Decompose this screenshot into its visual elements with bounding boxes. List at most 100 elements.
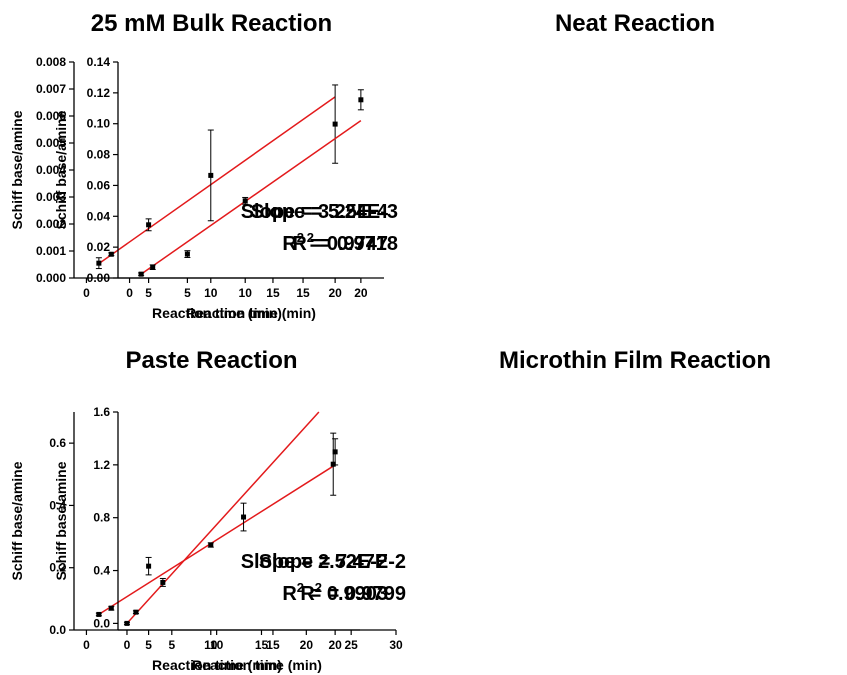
x-tick-label: 0: [83, 286, 90, 300]
x-axis-label: Reaction time (min): [192, 657, 322, 673]
y-axis-label: Schiff base/amine: [53, 110, 69, 229]
r2-annotation: R2 = 0.9799: [300, 580, 406, 605]
y-tick-label: 0.004: [36, 163, 66, 177]
slope-annotation: Slope = 2.52E-2: [241, 551, 388, 573]
data-point: [146, 222, 152, 228]
y-tick-label: 1.2: [93, 458, 110, 472]
data-point: [332, 121, 338, 127]
y-tick-label: 0.02: [87, 240, 111, 254]
data-point: [160, 579, 166, 585]
y-tick-label: 0.001: [36, 244, 66, 258]
chart-title: 25 mM Bulk Reaction: [90, 10, 333, 37]
y-tick-label: 0.00: [87, 271, 111, 285]
x-tick-label: 20: [354, 286, 368, 300]
y-tick-label: 0.0: [49, 623, 66, 637]
data-point: [108, 605, 114, 611]
data-point: [332, 449, 338, 455]
y-tick-label: 0.8: [93, 511, 110, 525]
y-tick-label: 0.4: [93, 564, 110, 578]
y-tick-label: 0.10: [87, 117, 111, 131]
x-tick-label: 30: [389, 638, 403, 652]
x-tick-label: 15: [266, 638, 280, 652]
x-tick-label: 5: [168, 638, 175, 652]
x-tick-label: 0: [126, 286, 133, 300]
x-axis-label: Reaction time (min): [186, 305, 316, 321]
y-tick-label: 0.6: [49, 436, 66, 450]
x-tick-label: 5: [184, 286, 191, 300]
data-point: [96, 611, 102, 617]
r2-annotation: R2 = 0.9903: [282, 580, 388, 605]
chart-title: Microthin Film Reaction: [498, 347, 771, 374]
x-tick-label: 10: [204, 286, 218, 300]
x-tick-label: 15: [266, 286, 280, 300]
data-point: [241, 514, 247, 520]
chart-title: Paste Reaction: [125, 347, 298, 374]
x-tick-label: 5: [145, 638, 152, 652]
y-tick-label: 0.008: [36, 55, 66, 69]
fit-line: [126, 411, 320, 624]
chart-panel-paste: Paste Reaction 0.0 0.2 0.4 0.6 0 5 10 15 20 React…: [0, 337, 423, 675]
y-tick-label: 0.005: [36, 136, 66, 150]
y-tick-label: 0.08: [87, 148, 111, 162]
y-axis-label: Schiff base/amine: [9, 110, 25, 229]
fit-line: [98, 464, 336, 616]
data-point: [146, 563, 152, 569]
x-tick-label: 0: [83, 638, 90, 652]
x-tick-label: 25: [344, 638, 358, 652]
data-point: [208, 172, 214, 178]
x-axis-label: Reaction time (min): [152, 657, 282, 673]
y-tick-label: 0.06: [87, 178, 111, 192]
y-tick-label: 1.6: [93, 405, 110, 419]
chart-svg: 0.0000.0010.0020.0030.0040.0050.0060.007…: [9, 55, 389, 321]
x-tick-label: 15: [255, 638, 269, 652]
data-point: [150, 264, 156, 270]
fit-line: [98, 96, 336, 265]
y-tick-label: 0.4: [49, 498, 66, 512]
y-tick-label: 0.04: [87, 209, 111, 223]
chart-panel-microthin: Microthin Film Reaction 0.0 0.4 0.8 1.2 1.6 0…: [53, 337, 847, 675]
data-point: [330, 461, 336, 467]
x-tick-label: 20: [328, 286, 342, 300]
y-tick-label: 0.2: [49, 561, 66, 575]
y-tick-label: 0.003: [36, 190, 66, 204]
x-tick-label: 10: [210, 638, 224, 652]
x-tick-label: 20: [328, 638, 342, 652]
y-tick-label: 0.000: [36, 271, 66, 285]
data-point: [208, 542, 214, 548]
x-axis-label: Reaction time (min): [152, 305, 282, 321]
r2-annotation: R2 = 0.9747: [282, 230, 388, 255]
data-point: [108, 251, 114, 257]
slope-annotation: Slope = 7.47E-2: [259, 551, 406, 573]
x-tick-label: 10: [239, 286, 253, 300]
chart-title: Neat Reaction: [554, 10, 716, 37]
x-tick-label: 0: [124, 638, 131, 652]
chart-panel-neat: Neat Reaction 0.00 0.02 0.04 0.06 0.08 0.10 0.…: [53, 0, 847, 337]
chart-panel-bulk: 25 mM Bulk Reaction 0.000 0.001 0.002 0.003…: [0, 0, 423, 337]
y-tick-label: 0.007: [36, 82, 66, 96]
y-tick-label: 0.006: [36, 109, 66, 123]
x-tick-label: 20: [300, 638, 314, 652]
data-point: [138, 271, 144, 277]
x-tick-label: 10: [204, 638, 218, 652]
y-axis-label: Schiff base/amine: [53, 461, 69, 580]
y-tick-label: 0.12: [87, 86, 111, 100]
x-tick-label: 5: [145, 286, 152, 300]
data-point: [96, 260, 102, 266]
slope-annotation: Slope = 5.24E-3: [251, 201, 398, 223]
y-tick-label: 0.0: [93, 616, 110, 630]
x-tick-label: 15: [296, 286, 310, 300]
data-point: [358, 97, 364, 103]
chart-svg: 0.000.020.040.060.080.100.120.140 5 10 15 20…: [53, 55, 398, 321]
slope-annotation: Slope = 3.25E-4: [241, 201, 389, 223]
y-axis-label: Schiff base/amine: [9, 461, 25, 580]
fit-line: [140, 120, 362, 275]
data-point: [242, 198, 248, 204]
y-tick-label: 0.002: [36, 217, 66, 231]
data-point: [124, 620, 130, 626]
data-point: [133, 609, 139, 615]
data-point: [184, 251, 190, 257]
y-tick-label: 0.14: [87, 55, 111, 69]
r2-annotation: R2 = 0.9718: [292, 230, 398, 255]
